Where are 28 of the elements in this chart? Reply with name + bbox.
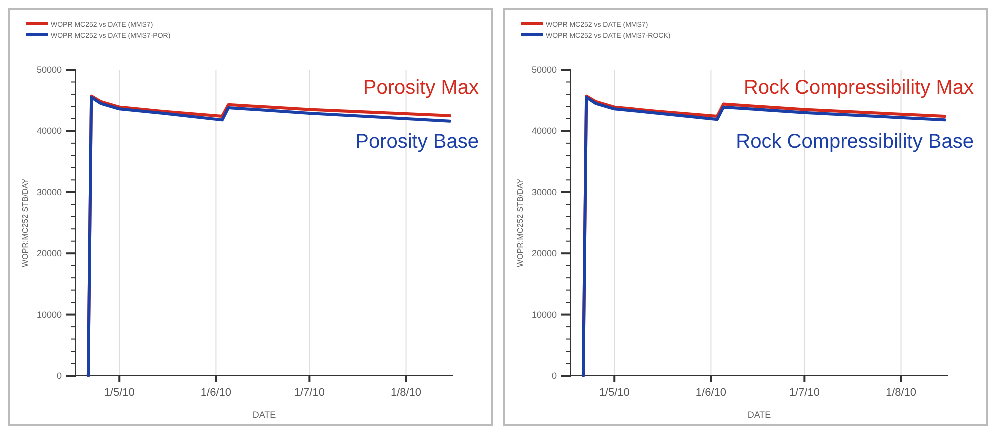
y-tick-label: 50000 <box>532 65 557 75</box>
y-axis-title: WOPR:MC252 STB/DAY <box>21 178 30 268</box>
annotation: Porosity Base <box>356 131 479 153</box>
annotation: Rock Compressibility Base <box>736 131 974 153</box>
x-tick-label: 1/6/10 <box>200 387 232 399</box>
y-tick-label: 20000 <box>36 248 62 259</box>
x-tick-label: 1/5/10 <box>599 387 630 399</box>
y-tick-label: 10000 <box>532 310 557 320</box>
y-tick-label: 40000 <box>36 126 62 136</box>
y-tick-label: 30000 <box>532 187 557 198</box>
annotation: Rock Compressibility Max <box>744 77 974 99</box>
x-tick-label: 1/5/10 <box>104 387 135 399</box>
x-tick-label: 1/7/10 <box>789 387 820 399</box>
x-tick-label: 1/8/10 <box>390 387 422 399</box>
y-tick-label: 20000 <box>532 248 557 259</box>
x-axis-title: DATE <box>748 410 772 420</box>
y-axis-title: WOPR:MC252 STB/DAY <box>516 178 525 268</box>
y-tick-label: 10000 <box>36 310 62 320</box>
x-tick-label: 1/6/10 <box>696 387 727 399</box>
y-tick-label: 0 <box>56 371 62 381</box>
y-tick-label: 40000 <box>532 126 557 136</box>
x-tick-label: 1/8/10 <box>886 387 917 399</box>
y-tick-label: 50000 <box>36 65 62 75</box>
y-tick-label: 30000 <box>36 187 62 198</box>
x-tick-label: 1/7/10 <box>294 387 325 399</box>
x-axis-title: DATE <box>252 410 276 420</box>
annotation: Porosity Max <box>363 77 479 99</box>
y-tick-label: 0 <box>552 371 557 381</box>
